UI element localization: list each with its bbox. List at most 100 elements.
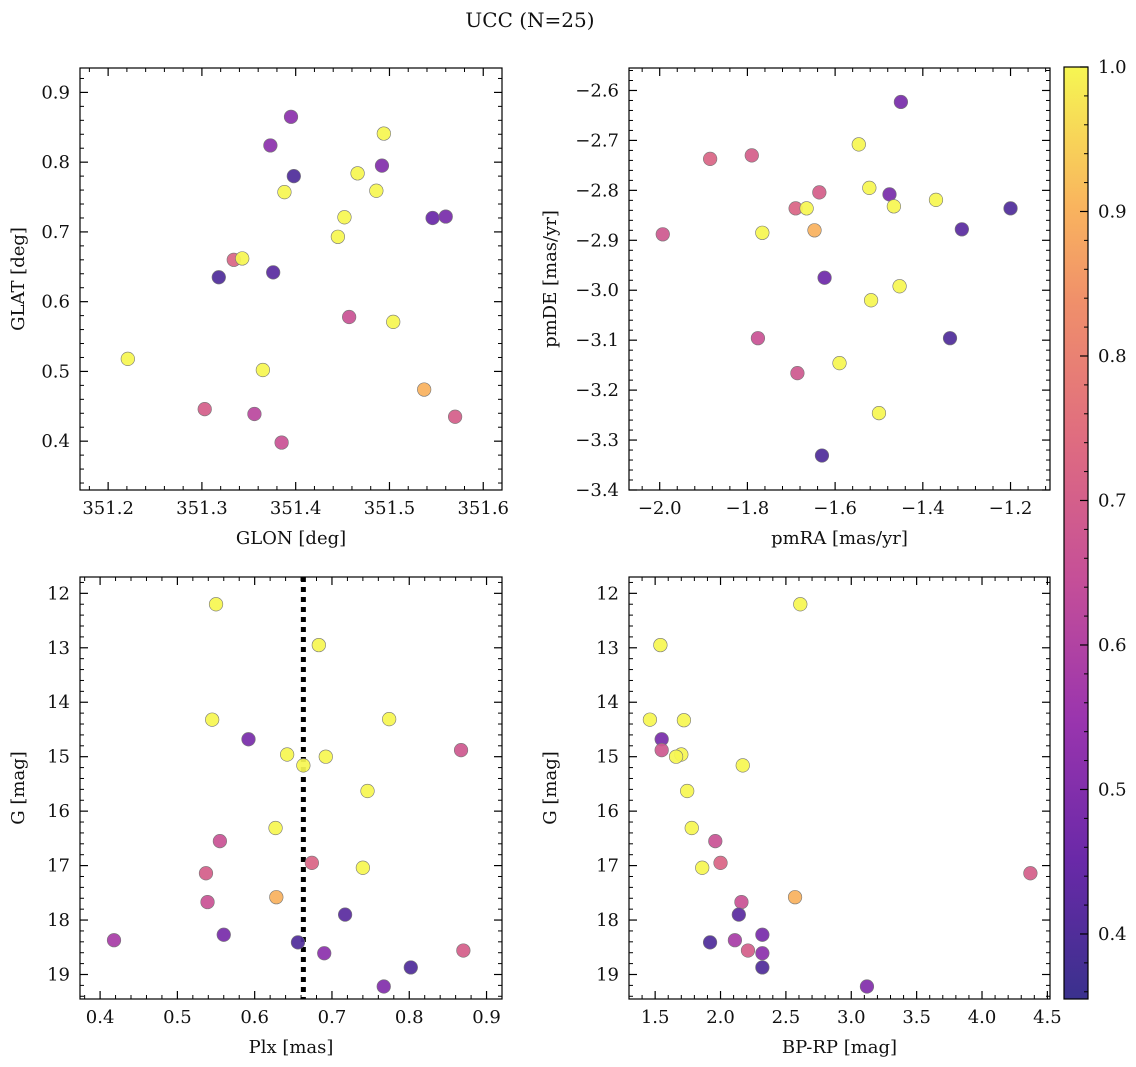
scatter-point <box>832 356 847 371</box>
scatter-point <box>684 820 699 836</box>
axes-frame <box>628 576 1051 1000</box>
scatter-point <box>863 293 879 308</box>
scatter-point <box>438 209 453 224</box>
y-tick-label: 16 <box>596 801 619 822</box>
scatter-point <box>304 855 319 870</box>
colorbar-tick-label: 0.6 <box>1098 635 1127 656</box>
y-tick-label: 15 <box>47 747 70 768</box>
x-tick-label: 0.4 <box>86 1007 115 1028</box>
scatter-point <box>871 405 887 421</box>
scatter-point <box>453 743 469 758</box>
scatter-point <box>330 229 345 244</box>
scatter-point <box>448 409 463 424</box>
scatter-point <box>892 279 907 294</box>
scatter-point <box>817 270 832 285</box>
x-tick-label: 0.6 <box>240 1007 269 1028</box>
scatter-point <box>317 946 332 961</box>
scatter-point <box>676 713 692 728</box>
colorbar-tick-label: 0.8 <box>1098 346 1127 367</box>
scatter-point <box>851 137 866 152</box>
scatter-point <box>369 183 384 198</box>
y-tick-label: 0.6 <box>41 292 70 313</box>
y-axis-label: G [mag] <box>8 751 29 824</box>
y-tick-label: −3.3 <box>575 430 619 451</box>
scatter-point <box>197 401 212 417</box>
y-tick-label: 18 <box>47 910 70 931</box>
x-tick-label: −2.0 <box>638 498 682 519</box>
scatter-point <box>318 749 333 764</box>
y-tick-label: 0.9 <box>41 82 70 103</box>
scatter-point <box>241 732 256 747</box>
scatter-point <box>734 894 749 910</box>
x-tick-label: 3.5 <box>902 1007 931 1028</box>
scatter-point <box>386 314 401 329</box>
y-tick-label: −3.1 <box>575 330 619 351</box>
colorbar-tick-label: 0.4 <box>1098 924 1127 945</box>
scatter-point <box>205 712 220 727</box>
scatter-point <box>755 960 770 975</box>
scatter-point <box>274 435 289 450</box>
scatter-point <box>280 747 295 762</box>
scatter-point <box>814 448 830 463</box>
x-tick-label: 351.4 <box>270 498 322 519</box>
colorbar-gradient <box>1063 66 1089 1000</box>
y-tick-label: −2.8 <box>575 180 619 201</box>
scatter-point <box>928 192 944 207</box>
y-tick-label: 13 <box>47 638 70 659</box>
scatter-point <box>208 597 224 612</box>
scatter-point <box>106 933 122 948</box>
x-axis-label: BP-RP [mag] <box>782 1037 897 1058</box>
y-axis-label: G [mag] <box>540 751 561 824</box>
y-tick-label: −2.6 <box>575 80 619 101</box>
scatter-point <box>755 225 770 240</box>
y-tick-label: 0.8 <box>41 152 70 173</box>
y-tick-label: 13 <box>596 638 619 659</box>
y-tick-label: −3.2 <box>575 380 619 401</box>
y-tick-label: −3.0 <box>575 280 619 301</box>
y-tick-label: 12 <box>47 583 70 604</box>
scatter-point <box>120 351 135 366</box>
scatter-point <box>355 860 370 875</box>
panel-plx-g: 0.4 0.5 0.6 0.7 0.8 0.9 12 13 14 15 16 17 18 19 Plx [m… <box>8 576 503 1058</box>
x-tick-label: 0.7 <box>318 1007 347 1028</box>
scatter-point <box>750 331 766 346</box>
figure-title: UCC (N=25) <box>465 8 594 32</box>
x-axis-label: pmRA [mas/yr] <box>771 528 908 549</box>
scatter-point <box>266 265 281 280</box>
x-tick-label: 4.5 <box>1033 1007 1062 1028</box>
scatter-point <box>886 199 901 214</box>
scatter-point <box>655 227 670 242</box>
scatter-point <box>456 943 471 958</box>
y-tick-label: 14 <box>47 692 70 713</box>
scatter-point <box>198 866 214 881</box>
x-tick-label: 3.0 <box>837 1007 866 1028</box>
x-tick-label: −1.2 <box>989 498 1033 519</box>
y-tick-label: 0.4 <box>41 431 70 452</box>
x-tick-label: 351.2 <box>82 498 134 519</box>
scatter-point <box>680 783 695 799</box>
x-tick-label: 351.3 <box>176 498 228 519</box>
scatter-point <box>376 126 391 141</box>
scatter-point <box>425 210 440 226</box>
scatter-point <box>713 855 728 870</box>
y-tick-label: −2.9 <box>575 230 619 251</box>
panel-pmra-pmde: −2.0 −1.8 −1.6 −1.4 −1.2 −3.4 −3.3 −3.2 −3.1 −3.0… <box>540 67 1051 549</box>
scatter-point <box>668 749 684 764</box>
scatter-point <box>247 406 262 422</box>
scatter-point <box>374 158 390 173</box>
scatter-point <box>702 935 718 950</box>
x-axis-label: GLON [deg] <box>236 528 346 549</box>
scatter-point <box>755 927 770 942</box>
scatter-point <box>311 637 326 653</box>
scatter-point <box>337 210 352 225</box>
scatter-point <box>942 331 958 346</box>
y-axis-label: GLAT [deg] <box>8 227 29 331</box>
x-tick-label: 1.5 <box>641 1007 670 1028</box>
scatter-point <box>286 169 301 184</box>
scatter-point <box>755 946 770 961</box>
y-tick-label: 0.7 <box>41 222 70 243</box>
panel-bprp-g: 1.5 2.0 2.5 3.0 3.5 4.0 4.5 12 13 14 15 16 17 18 19 BP-… <box>540 576 1062 1058</box>
scatter-point <box>255 362 270 378</box>
scatter-point <box>812 185 827 200</box>
